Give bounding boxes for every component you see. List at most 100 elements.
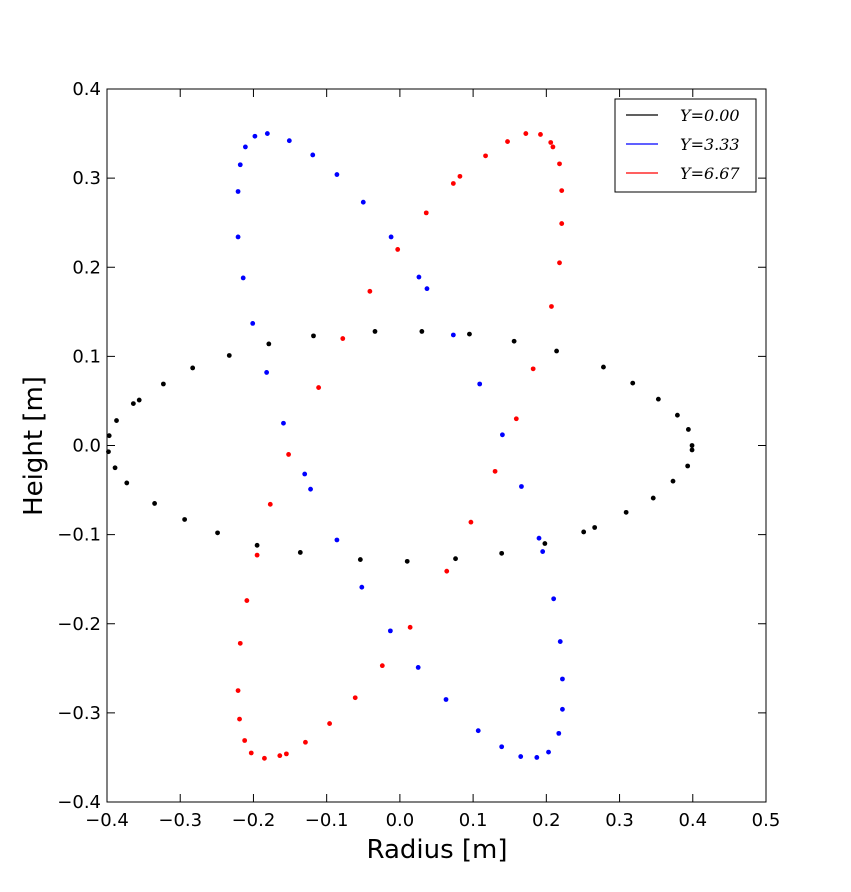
data-point — [360, 199, 366, 205]
data-point — [237, 640, 243, 646]
x-tick-label: 0.1 — [459, 810, 488, 831]
x-tick-label: 0.5 — [752, 810, 781, 831]
data-point — [235, 234, 241, 240]
data-point — [124, 480, 130, 486]
data-point — [404, 558, 410, 564]
data-point — [500, 432, 505, 438]
data-point — [670, 478, 676, 484]
series-group — [235, 131, 565, 760]
data-point — [523, 131, 529, 136]
data-point — [581, 529, 587, 535]
x-tick-label: −0.4 — [85, 810, 129, 831]
data-point — [549, 304, 554, 309]
data-point — [237, 162, 243, 168]
legend-label: Y=3.33 — [680, 135, 740, 154]
data-point — [244, 598, 250, 603]
data-point — [415, 665, 421, 670]
data-point — [160, 381, 166, 387]
data-point — [297, 550, 303, 555]
data-point — [182, 517, 188, 522]
data-point — [334, 172, 340, 177]
x-tick-label: 0.2 — [532, 810, 561, 831]
data-point — [423, 210, 429, 216]
data-point — [519, 484, 524, 489]
data-point — [248, 750, 254, 756]
data-point — [530, 366, 536, 372]
data-point — [556, 730, 562, 736]
data-point — [242, 738, 248, 743]
data-point — [468, 519, 474, 525]
series-group — [235, 131, 565, 761]
data-point — [254, 542, 260, 548]
data-point — [592, 525, 598, 530]
data-point — [215, 530, 220, 536]
y-tick-label: −0.3 — [57, 703, 101, 724]
data-point — [483, 153, 488, 159]
data-point — [267, 501, 273, 507]
axis-ticks: −0.4 −0.3 −0.2 −0.1 0.0 0.1 0.2 0.3 0.4 0.5 −0.4 −0… — [57, 79, 780, 831]
data-point — [477, 381, 483, 387]
data-point — [551, 596, 557, 602]
data-point — [387, 628, 393, 634]
x-tick-label: 0.4 — [678, 810, 707, 831]
data-point — [650, 495, 656, 501]
data-point — [630, 380, 636, 386]
x-axis-label: Radius [m] — [366, 835, 507, 865]
data-point — [557, 639, 563, 644]
y-tick-label: 0.0 — [72, 436, 101, 457]
data-point — [518, 754, 524, 759]
data-point — [359, 584, 365, 590]
data-point — [303, 739, 308, 745]
legend-label: Y=0.00 — [680, 106, 740, 125]
data-point — [254, 552, 260, 558]
data-point — [499, 744, 505, 750]
data-point — [492, 468, 498, 474]
data-point — [557, 161, 562, 167]
legend: Y=0.00 Y=3.33 Y=6.67 — [614, 98, 757, 193]
data-point — [407, 624, 413, 630]
data-point — [499, 550, 505, 556]
data-point — [106, 449, 111, 455]
data-point — [685, 427, 691, 432]
data-point — [277, 753, 283, 759]
y-tick-label: −0.4 — [57, 792, 101, 813]
data-point — [601, 364, 606, 370]
y-tick-label: −0.1 — [57, 525, 101, 546]
data-point — [475, 728, 481, 734]
x-tick-label: 0.0 — [386, 810, 415, 831]
y-axis-label: Height [m] — [19, 376, 49, 516]
data-point — [450, 181, 456, 186]
data-point — [283, 751, 289, 757]
data-point — [340, 336, 346, 341]
data-point — [316, 385, 322, 390]
data-point — [235, 688, 241, 693]
data-point — [112, 465, 118, 471]
y-tick-label: 0.2 — [72, 257, 101, 278]
data-point — [311, 333, 316, 339]
data-point — [281, 420, 286, 426]
data-point — [240, 275, 246, 281]
data-point — [379, 663, 385, 669]
data-point — [424, 286, 430, 292]
data-point — [419, 329, 425, 334]
data-point — [550, 144, 556, 150]
data-point — [560, 676, 565, 682]
y-tick-label: 0.4 — [72, 79, 101, 100]
y-tick-label: −0.2 — [57, 614, 101, 635]
data-point — [310, 152, 316, 158]
data-point — [152, 501, 157, 506]
data-point — [453, 556, 458, 562]
data-point — [554, 348, 559, 354]
data-point — [395, 247, 401, 252]
data-point — [266, 341, 272, 347]
data-point — [302, 471, 308, 477]
data-point — [136, 397, 142, 403]
series-group — [106, 329, 695, 564]
data-point — [536, 535, 542, 541]
data-point — [505, 139, 510, 144]
data-point — [623, 509, 629, 515]
data-point — [357, 557, 363, 562]
y-tick-label: 0.1 — [72, 346, 101, 367]
data-point — [546, 749, 551, 755]
data-point — [235, 189, 241, 194]
